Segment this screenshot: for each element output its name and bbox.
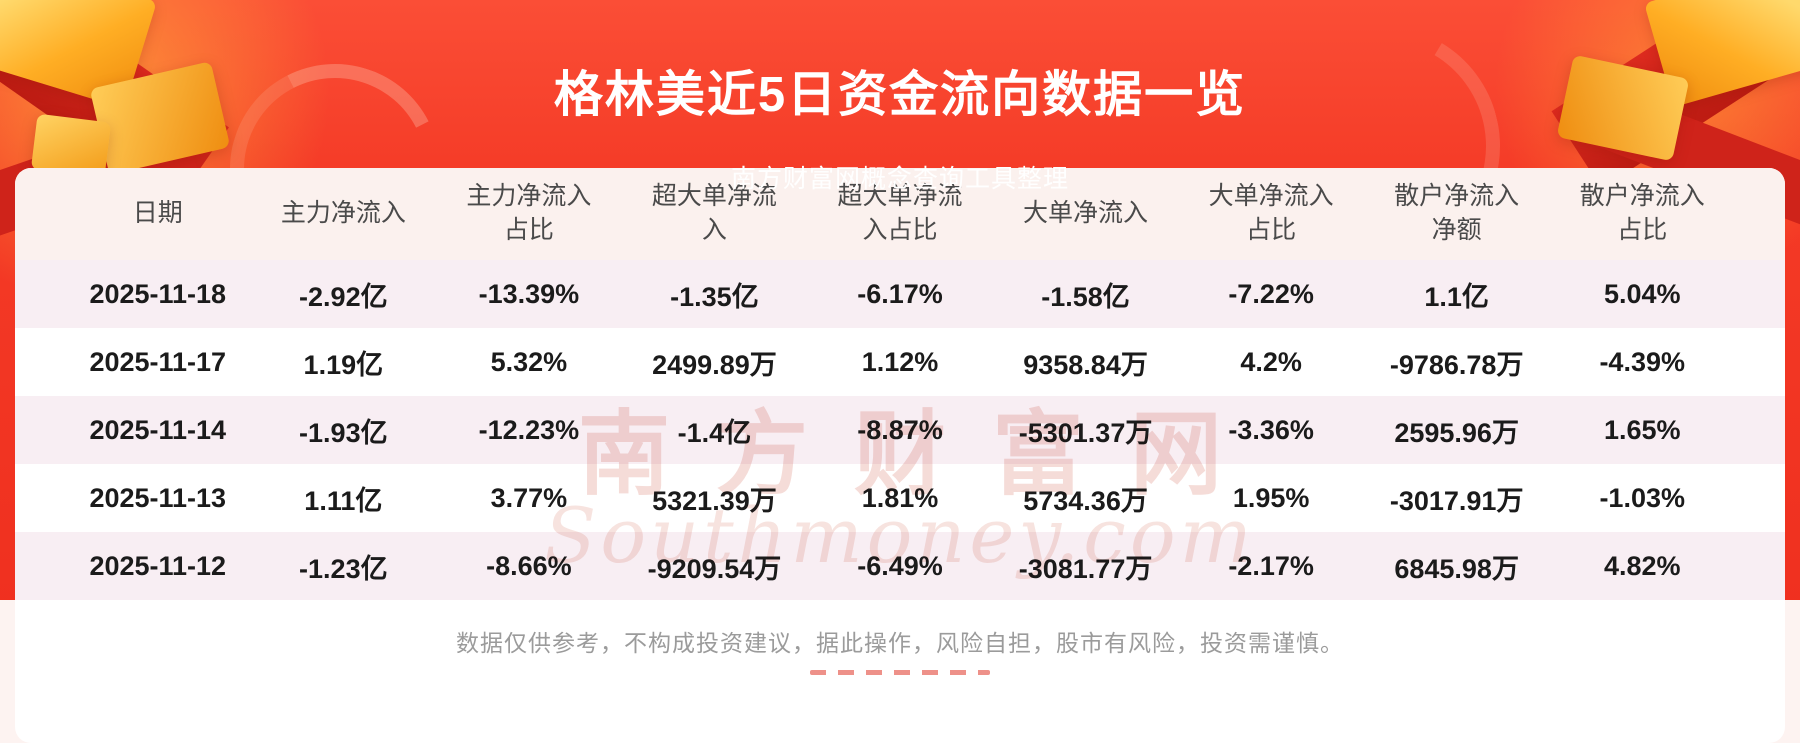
cell-value: -4.39% — [1599, 346, 1685, 377]
table-row: 2025-11-17 1.19亿 5.32% 2499.89万 1.12% 93… — [15, 328, 1785, 396]
col-header-large-net-inflow-pct: 大单净流入占比 — [1208, 182, 1334, 244]
cell-value: 4.2% — [1240, 346, 1302, 377]
cell-date: 2025-11-18 — [89, 278, 227, 309]
cell-value: 5.04% — [1603, 278, 1681, 309]
decor-bottom-marks — [810, 670, 990, 675]
cell-value: -1.58亿 — [1041, 281, 1130, 312]
col-header-main-net-inflow: 主力净流入 — [280, 199, 406, 228]
cell-value: 1.11亿 — [304, 485, 383, 516]
cell-value: 5321.39万 — [652, 485, 777, 516]
disclaimer-text: 数据仅供参考，不构成投资建议，据此操作，风险自担，股市有风险，投资需谨慎。 — [456, 630, 1344, 656]
cell-value: 1.81% — [861, 482, 939, 513]
data-table-card: 南方财富网 Southmoney.com 日期 主力净流入 主力净流入占比 超大… — [15, 168, 1785, 743]
cell-value: 1.95% — [1232, 482, 1310, 513]
table-row: 2025-11-13 1.11亿 3.77% 5321.39万 1.81% 57… — [15, 464, 1785, 532]
cell-date: 2025-11-13 — [89, 482, 227, 513]
cell-value: -1.03% — [1599, 482, 1685, 513]
cell-value: 6845.98万 — [1394, 553, 1519, 584]
cell-value: -3.36% — [1228, 414, 1314, 445]
col-header-super-large-net-inflow-pct: 超大单净流入占比 — [837, 182, 963, 244]
cell-date: 2025-11-14 — [89, 414, 227, 445]
cell-value: 3.77% — [490, 482, 568, 513]
col-header-main-net-inflow-pct: 主力净流入占比 — [466, 182, 592, 244]
cell-value: -2.92亿 — [299, 281, 388, 312]
cell-value: -2.17% — [1228, 550, 1314, 581]
cell-value: 5.32% — [490, 346, 568, 377]
cell-value: 2595.96万 — [1394, 417, 1519, 448]
cell-date: 2025-11-12 — [89, 550, 227, 581]
cell-value: -7.22% — [1228, 278, 1314, 309]
fund-flow-table: 日期 主力净流入 主力净流入占比 超大单净流入 超大单净流入占比 大单净流入 大… — [15, 168, 1785, 600]
cell-value: -1.35亿 — [670, 281, 759, 312]
cell-value: 4.82% — [1603, 550, 1681, 581]
cell-value: 2499.89万 — [652, 349, 777, 380]
page-subtitle: 南方财富网概念查询工具整理 — [730, 164, 1069, 193]
cell-value: 1.1亿 — [1424, 281, 1489, 312]
cell-value: -1.23亿 — [299, 553, 388, 584]
cell-value: -8.87% — [857, 414, 943, 445]
cell-value: -8.66% — [486, 550, 572, 581]
cell-value: -12.23% — [478, 414, 580, 445]
cell-value: -1.4亿 — [677, 417, 752, 448]
cell-value: -9786.78万 — [1389, 349, 1524, 380]
cell-value: 1.19亿 — [303, 349, 384, 380]
cell-value: -6.49% — [857, 550, 943, 581]
col-header-retail-net-inflow: 散户净流入净额 — [1394, 182, 1520, 244]
cell-value: -9209.54万 — [647, 553, 782, 584]
cell-value: -3081.77万 — [1018, 553, 1153, 584]
col-header-date: 日期 — [132, 199, 183, 228]
col-header-retail-net-inflow-pct: 散户净流入占比 — [1579, 182, 1705, 244]
cell-value: -3017.91万 — [1389, 485, 1524, 516]
cell-value: -6.17% — [857, 278, 943, 309]
cell-date: 2025-11-17 — [89, 346, 227, 377]
cell-value: -5301.37万 — [1018, 417, 1153, 448]
table-row: 2025-11-18 -2.92亿 -13.39% -1.35亿 -6.17% … — [15, 260, 1785, 328]
table-row: 2025-11-14 -1.93亿 -12.23% -1.4亿 -8.87% -… — [15, 396, 1785, 464]
cell-value: -1.93亿 — [299, 417, 388, 448]
page-title: 格林美近5日资金流向数据一览 — [553, 67, 1247, 122]
cell-value: 9358.84万 — [1023, 349, 1148, 380]
table-header-row: 日期 主力净流入 主力净流入占比 超大单净流入 超大单净流入占比 大单净流入 大… — [15, 168, 1785, 260]
col-header-large-net-inflow: 大单净流入 — [1023, 199, 1149, 228]
cell-value: 1.65% — [1603, 414, 1681, 445]
cell-value: 5734.36万 — [1023, 485, 1148, 516]
table-row: 2025-11-12 -1.23亿 -8.66% -9209.54万 -6.49… — [15, 532, 1785, 600]
cell-value: -13.39% — [478, 278, 580, 309]
col-header-super-large-net-inflow: 超大单净流入 — [651, 182, 777, 244]
cell-value: 1.12% — [861, 346, 939, 377]
